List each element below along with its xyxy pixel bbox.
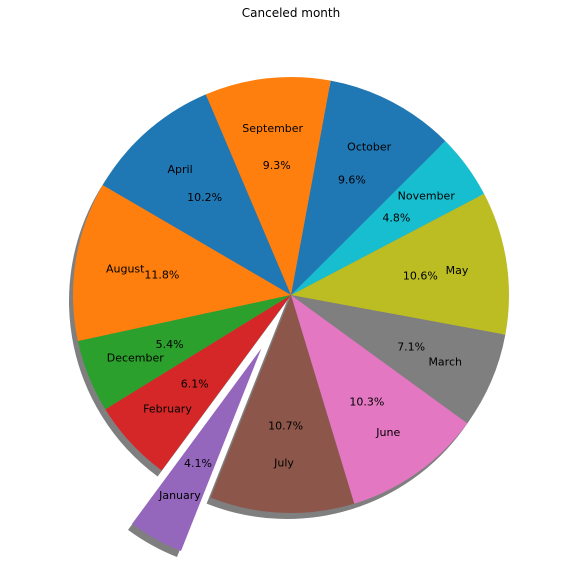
slice-label-october: October (347, 140, 391, 153)
slice-december (77, 295, 291, 410)
slice-percent-october: 9.6% (338, 173, 366, 186)
slice-september (205, 77, 331, 296)
slice-label-january: January (158, 489, 201, 502)
pie-slices (72, 77, 509, 552)
slice-may (291, 193, 509, 335)
slice-percent-may: 10.6% (403, 269, 438, 282)
slice-percent-march: 7.1% (397, 341, 425, 354)
slice-label-march: March (428, 355, 462, 368)
slice-percent-july: 10.7% (268, 420, 303, 433)
slice-april (102, 94, 291, 295)
slice-percent-february: 6.1% (181, 378, 209, 391)
slice-label-july: July (273, 457, 294, 470)
slice-august (72, 185, 291, 342)
slice-percent-december: 5.4% (156, 338, 184, 351)
slice-label-december: December (107, 352, 165, 365)
slice-label-may: May (446, 264, 469, 277)
slice-percent-november: 4.8% (382, 212, 410, 225)
slice-march (291, 295, 506, 424)
slice-label-april: April (168, 163, 193, 176)
slice-percent-june: 10.3% (349, 396, 384, 409)
slice-label-june: June (375, 426, 400, 439)
slice-label-september: September (242, 122, 303, 135)
slice-july (210, 295, 355, 513)
slice-november (291, 140, 485, 295)
slice-percent-september: 9.3% (263, 159, 291, 172)
slice-february (105, 295, 291, 471)
slice-october (291, 80, 446, 296)
slice-label-february: February (143, 403, 192, 416)
chart-title: Canceled month (242, 6, 340, 20)
slice-percent-april: 10.2% (187, 191, 222, 204)
slice-percent-august: 11.8% (144, 268, 179, 281)
slice-label-august: August (106, 263, 145, 276)
slice-percent-january: 4.1% (184, 457, 212, 470)
slice-june (291, 295, 468, 504)
slice-january (132, 348, 262, 552)
slice-label-november: November (398, 190, 456, 203)
